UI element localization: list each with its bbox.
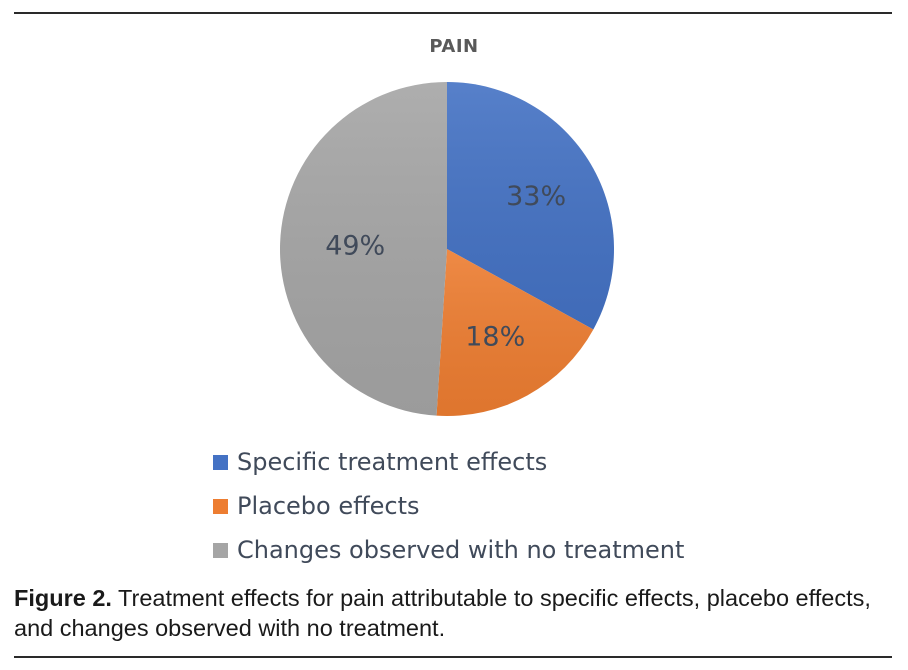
pie-slice-shade-placebo [436, 249, 594, 417]
bottom-rule [14, 656, 892, 658]
slice-label-no-treatment: 49% [325, 231, 385, 262]
slice-label-specific: 33% [506, 181, 566, 212]
legend-swatch-specific [213, 454, 228, 470]
pie-slice-labels: 33% 18% 49% [325, 181, 566, 353]
legend-item-placebo: Placebo effects [213, 484, 684, 528]
figure-caption: Figure 2. Treatment effects for pain att… [14, 583, 892, 643]
slice-label-placebo: 18% [465, 321, 525, 352]
top-rule [14, 12, 892, 14]
legend-item-specific: Specific treatment effects [213, 440, 684, 484]
chart-title: PAIN [429, 36, 479, 57]
legend-label-placebo: Placebo effects [237, 492, 420, 520]
pie-slice-shade-no-treatment [279, 82, 447, 416]
pie-chart: 33% 18% 49% [279, 82, 614, 417]
legend-label-specific: Specific treatment effects [237, 448, 548, 476]
legend: Specific treatment effects Placebo effec… [213, 440, 684, 572]
caption-label: Figure 2. [14, 585, 112, 611]
caption-text: Treatment effects for pain attributable … [14, 585, 871, 641]
legend-swatch-no-treatment [213, 542, 228, 558]
legend-swatch-placebo [213, 498, 228, 514]
legend-item-no-treatment: Changes observed with no treatment [213, 528, 684, 572]
pie-slice-shade-specific [447, 82, 614, 330]
legend-label-no-treatment: Changes observed with no treatment [237, 536, 685, 564]
pie-slices [279, 82, 614, 417]
